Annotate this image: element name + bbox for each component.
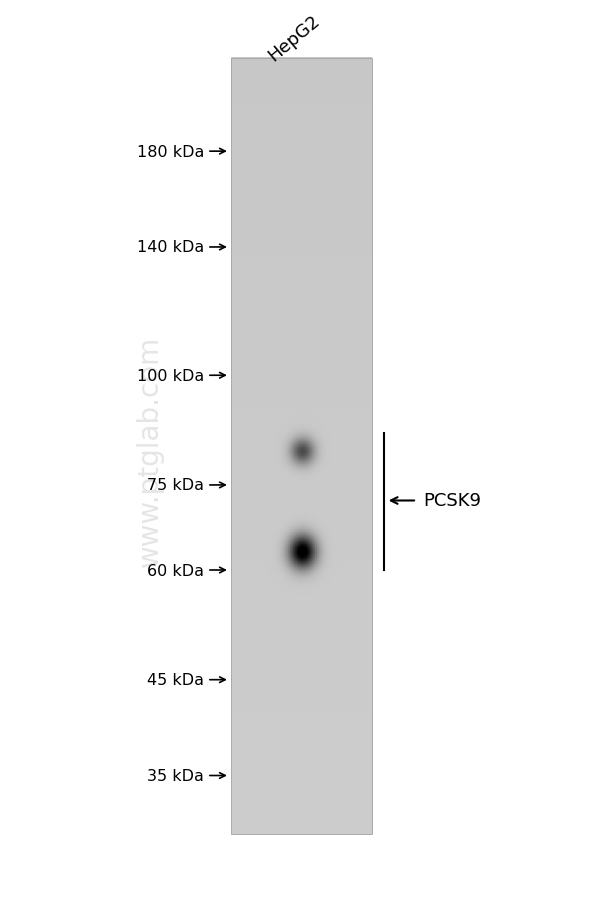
Text: HepG2: HepG2 <box>265 12 323 65</box>
Bar <box>231 59 372 834</box>
Text: PCSK9: PCSK9 <box>423 492 481 510</box>
Text: 75 kDa: 75 kDa <box>147 478 204 492</box>
Text: 100 kDa: 100 kDa <box>137 368 204 383</box>
Text: 180 kDa: 180 kDa <box>137 144 204 160</box>
Text: 45 kDa: 45 kDa <box>147 673 204 687</box>
Text: 140 kDa: 140 kDa <box>137 240 204 255</box>
Text: 60 kDa: 60 kDa <box>147 563 204 578</box>
Text: 35 kDa: 35 kDa <box>147 769 204 783</box>
Text: www.ptglab.com: www.ptglab.com <box>136 336 164 566</box>
